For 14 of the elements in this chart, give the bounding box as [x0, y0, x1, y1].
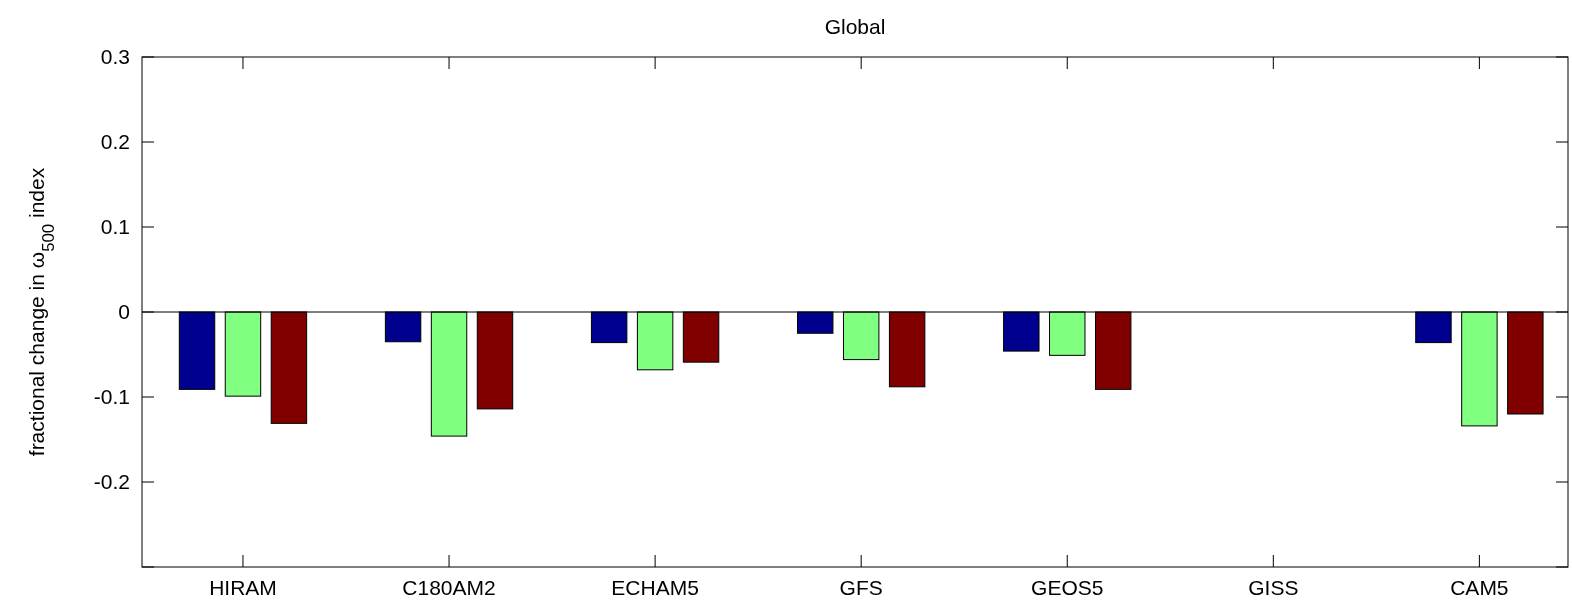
y-tick-label: -0.1: [93, 385, 130, 409]
chart-title: Global: [824, 15, 886, 38]
y-tick-label: -0.2: [93, 470, 130, 494]
x-tick-label: CAM5: [1450, 576, 1509, 599]
y-tick-label: 0.3: [100, 45, 130, 69]
x-tick-label: GEOS5: [1031, 576, 1104, 599]
y-tick-label: 0.1: [100, 215, 130, 239]
y-tick-label: 0: [118, 300, 130, 324]
x-tick-label: C180AM2: [402, 576, 496, 599]
x-tick-label: ECHAM5: [611, 576, 699, 599]
x-tick-label: GFS: [839, 576, 883, 599]
x-tick-label: GISS: [1248, 576, 1299, 599]
y-tick-label: 0.2: [100, 130, 130, 154]
x-tick-label: HIRAM: [209, 576, 277, 599]
